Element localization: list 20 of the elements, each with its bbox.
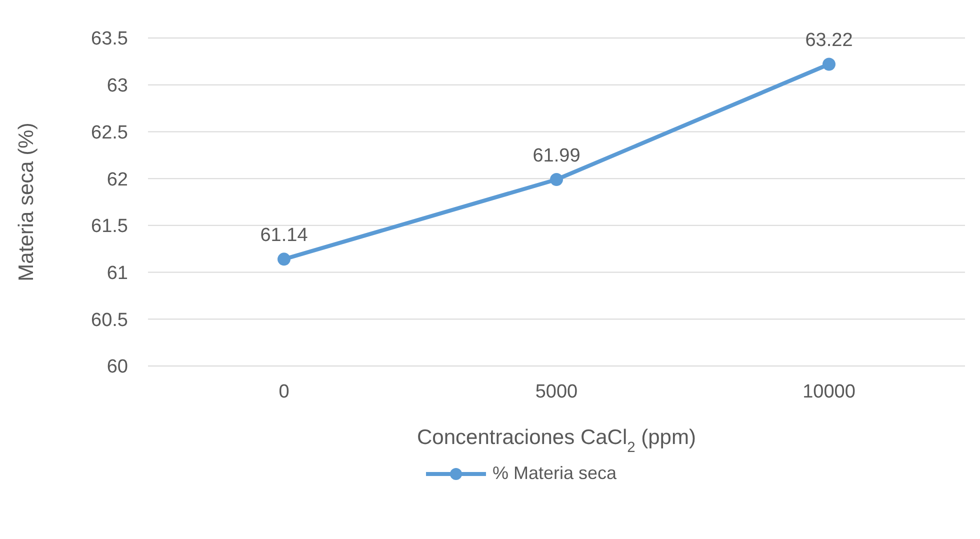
y-tick-label: 60.5 xyxy=(91,310,128,331)
y-tick-label: 63.5 xyxy=(91,28,128,50)
data-label: 61.14 xyxy=(260,225,308,246)
data-label: 63.22 xyxy=(805,30,853,52)
y-tick-label: 62.5 xyxy=(91,122,128,144)
point xyxy=(822,58,836,71)
y-tick-label: 62 xyxy=(106,169,128,190)
y-tick-label: 63 xyxy=(106,76,128,97)
y-tick-label: 60 xyxy=(106,356,128,378)
y-tick-label: 61.5 xyxy=(91,216,128,238)
y-axis-title: Materia seca (%) xyxy=(15,122,38,282)
x-tick-label: 10000 xyxy=(802,381,856,402)
legend-label: % Materia seca xyxy=(492,463,617,484)
x-axis-title: Concentraciones CaCl$_{2}$ (ppm) xyxy=(417,426,696,456)
point xyxy=(278,252,290,266)
x-tick-label: 0 xyxy=(278,381,290,402)
y-tick-label: 61 xyxy=(106,263,128,284)
x-tick-label: 5000 xyxy=(535,381,578,402)
point xyxy=(550,173,563,186)
data-label: 61.99 xyxy=(532,146,580,167)
